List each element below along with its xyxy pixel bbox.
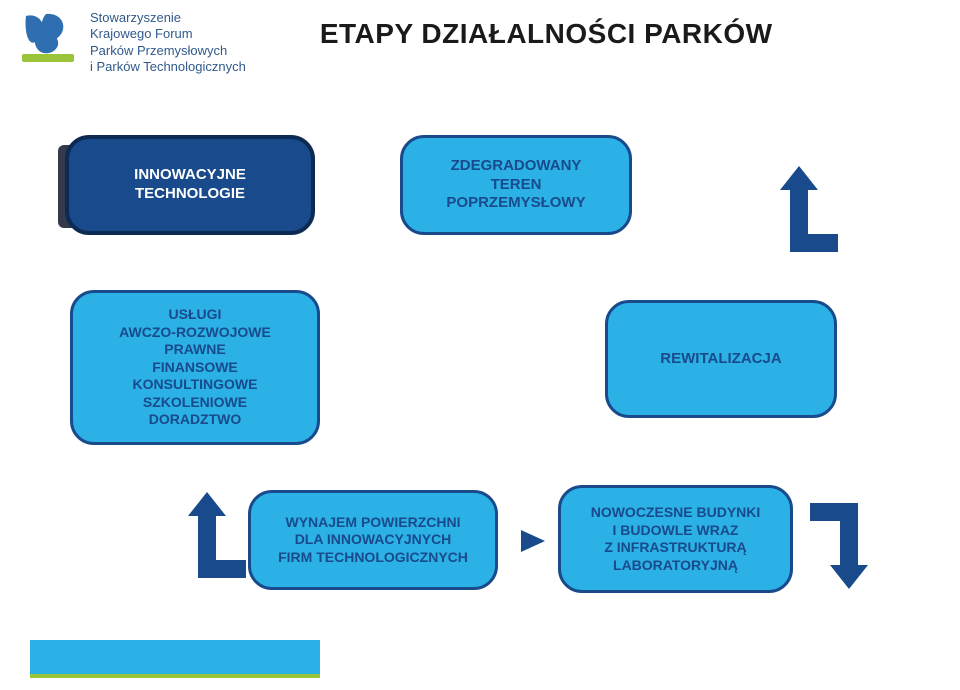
- logo-text: Stowarzyszenie Krajowego Forum Parków Pr…: [90, 10, 246, 75]
- diagram-box-b3: USŁUGIAWCZO-ROZWOJOWEPRAWNEFINANSOWEKONS…: [70, 290, 320, 445]
- footer-cyan: [30, 640, 320, 674]
- box-line: FIRM TECHNOLOGICZNYCH: [278, 549, 468, 567]
- arrow-a_up_right: [790, 234, 838, 252]
- page-title: ETAPY DZIAŁALNOŚCI PARKÓW: [320, 18, 773, 50]
- logo-line: Stowarzyszenie: [90, 10, 181, 25]
- arrow-a_up_left: [198, 560, 246, 578]
- box-line: DORADZTWO: [149, 411, 242, 429]
- box-line: REWITALIZACJA: [660, 350, 781, 369]
- logo-icon: [20, 10, 76, 66]
- diagram-box-b6: NOWOCZESNE BUDYNKII BUDOWLE WRAZZ INFRAS…: [558, 485, 793, 593]
- box-line: NOWOCZESNE BUDYNKI: [591, 504, 761, 522]
- diagram-box-b2: ZDEGRADOWANYTERENPOPRZEMYSŁOWY: [400, 135, 632, 235]
- box-line: I BUDOWLE WRAZ: [613, 522, 739, 540]
- box-line: USŁUGI: [169, 306, 222, 324]
- box-line: ZDEGRADOWANY: [451, 157, 582, 176]
- box-line: AWCZO-ROZWOJOWE: [119, 324, 271, 342]
- box-line: DLA INNOWACYJNYCH: [295, 531, 452, 549]
- header: Stowarzyszenie Krajowego Forum Parków Pr…: [20, 10, 940, 75]
- box-line: SZKOLENIOWE: [143, 394, 247, 412]
- box-line: Z INFRASTRUKTURĄ: [604, 539, 746, 557]
- diagram-box-b1: INNOWACYJNE TECHNOLOGIE: [65, 135, 315, 235]
- diagram-box-b5: WYNAJEM POWIERZCHNIDLA INNOWACYJNYCHFIRM…: [248, 490, 498, 590]
- logo-line: i Parków Technologicznych: [90, 59, 246, 74]
- logo-line: Parków Przemysłowych: [90, 43, 227, 58]
- box-line: LABORATORYJNĄ: [613, 557, 738, 575]
- box-line: WYNAJEM POWIERZCHNI: [286, 514, 461, 532]
- arrow-a_tri: [521, 530, 545, 552]
- arrow-a_down_right: [810, 503, 858, 521]
- box-line: TEREN: [491, 176, 542, 195]
- box-line: POPRZEMYSŁOWY: [446, 194, 585, 213]
- box-line: INNOWACYJNE TECHNOLOGIE: [79, 166, 301, 204]
- box-line: FINANSOWE: [152, 359, 238, 377]
- box-line: PRAWNE: [164, 341, 225, 359]
- diagram-box-b4: REWITALIZACJA: [605, 300, 837, 418]
- logo-line: Krajowego Forum: [90, 26, 193, 41]
- footer-green: [30, 674, 320, 678]
- box-line: KONSULTINGOWE: [133, 376, 258, 394]
